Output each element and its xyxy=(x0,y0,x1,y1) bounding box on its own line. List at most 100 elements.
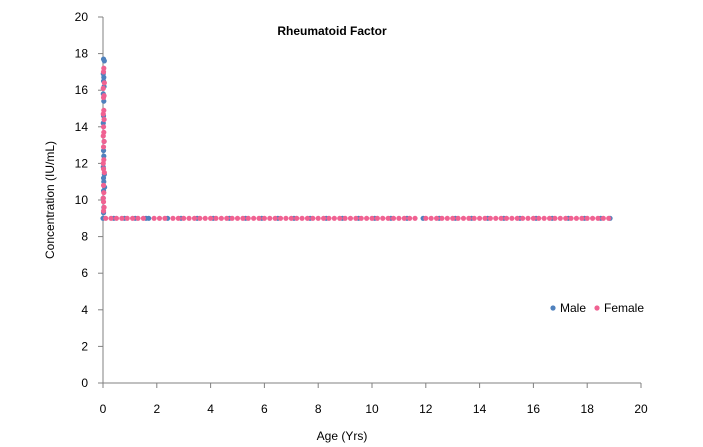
female-point xyxy=(240,215,246,221)
y-axis-title: Concentration (IU/mL) xyxy=(43,141,57,259)
female-point xyxy=(100,94,107,101)
female-point xyxy=(101,116,107,123)
female-point xyxy=(224,215,230,221)
female-point xyxy=(546,215,553,221)
female-point xyxy=(589,215,596,221)
female-point xyxy=(514,215,520,221)
female-point xyxy=(294,215,300,221)
female-point xyxy=(337,215,343,221)
y-tick-label: 12 xyxy=(75,156,89,170)
female-point xyxy=(310,215,316,221)
female-point xyxy=(347,215,354,221)
female-point xyxy=(267,215,273,221)
female-point xyxy=(439,215,445,221)
female-point xyxy=(530,215,537,221)
x-tick-label: 12 xyxy=(419,402,433,416)
male-point xyxy=(101,58,107,64)
legend: Male Female xyxy=(550,301,644,315)
female-point xyxy=(119,215,125,221)
y-tick-label: 8 xyxy=(81,230,88,244)
female-point xyxy=(100,199,107,205)
female-point xyxy=(541,215,547,221)
y-tick-label: 20 xyxy=(75,10,89,24)
legend-label-male: Male xyxy=(560,301,586,315)
male-point xyxy=(146,215,152,221)
x-tick-label: 0 xyxy=(100,402,107,416)
chart-title: Rheumatoid Factor xyxy=(277,24,387,38)
female-point xyxy=(191,215,198,221)
female-point xyxy=(288,215,294,221)
female-point xyxy=(401,215,407,221)
female-point xyxy=(315,215,321,221)
female-point xyxy=(101,169,107,176)
female-point xyxy=(100,160,106,166)
female-point xyxy=(326,215,332,221)
female-point xyxy=(100,208,107,214)
female-point xyxy=(101,190,107,196)
legend-label-female: Female xyxy=(604,301,644,315)
female-point xyxy=(101,138,107,145)
female-point xyxy=(108,215,114,221)
female-point xyxy=(568,215,574,221)
x-tick-label: 4 xyxy=(207,402,214,416)
female-point xyxy=(156,215,163,221)
female-point xyxy=(477,215,483,221)
x-axis: 0 2 4 6 8 10 12 14 16 18 20 xyxy=(100,382,648,416)
female-point xyxy=(536,215,542,221)
y-tick-label: 4 xyxy=(81,303,88,317)
female-point xyxy=(140,215,146,221)
female-point xyxy=(186,215,192,221)
female-point xyxy=(103,215,109,221)
female-point xyxy=(396,215,402,221)
y-axis: 0 2 4 6 8 10 12 14 16 18 20 xyxy=(75,10,104,390)
female-point xyxy=(299,215,305,221)
female-point xyxy=(579,215,585,221)
female-point xyxy=(229,215,235,221)
female-point xyxy=(100,85,106,91)
male-point xyxy=(101,153,107,159)
female-point xyxy=(525,215,531,221)
female-point xyxy=(151,215,157,221)
x-tick-label: 20 xyxy=(634,402,648,416)
female-point xyxy=(218,215,224,221)
female-point xyxy=(251,215,257,221)
x-axis-title: Age (Yrs) xyxy=(317,429,368,443)
x-tick-label: 18 xyxy=(581,402,595,416)
y-tick-label: 10 xyxy=(75,193,89,207)
female-point xyxy=(563,215,569,221)
female-point xyxy=(358,215,364,221)
female-point xyxy=(380,215,386,221)
female-point xyxy=(600,215,606,221)
x-tick-label: 10 xyxy=(365,402,379,416)
female-point xyxy=(113,215,120,221)
female-point xyxy=(100,144,107,150)
female-point xyxy=(202,215,208,221)
female-point xyxy=(509,215,515,221)
female-point xyxy=(390,215,397,221)
female-point xyxy=(369,215,375,221)
x-tick-label: 14 xyxy=(473,402,487,416)
male-point xyxy=(100,147,107,154)
female-point xyxy=(100,69,107,75)
female-point xyxy=(498,215,504,221)
female-point xyxy=(100,182,107,188)
female-point xyxy=(353,215,359,221)
female-point xyxy=(175,215,181,221)
x-tick-label: 8 xyxy=(315,402,322,416)
female-point xyxy=(135,215,141,221)
female-point xyxy=(101,80,107,86)
female-point xyxy=(552,215,558,221)
female-point xyxy=(100,133,106,139)
legend-marker-female xyxy=(594,305,600,311)
female-point xyxy=(213,215,219,221)
female-point xyxy=(304,215,311,221)
y-tick-label: 16 xyxy=(75,83,89,97)
series-male xyxy=(100,56,613,221)
y-tick-label: 6 xyxy=(81,266,88,280)
female-point xyxy=(482,215,488,221)
female-point xyxy=(584,215,590,221)
female-point xyxy=(100,111,106,117)
female-point xyxy=(124,215,130,221)
female-point xyxy=(277,215,284,221)
female-point xyxy=(423,215,429,221)
